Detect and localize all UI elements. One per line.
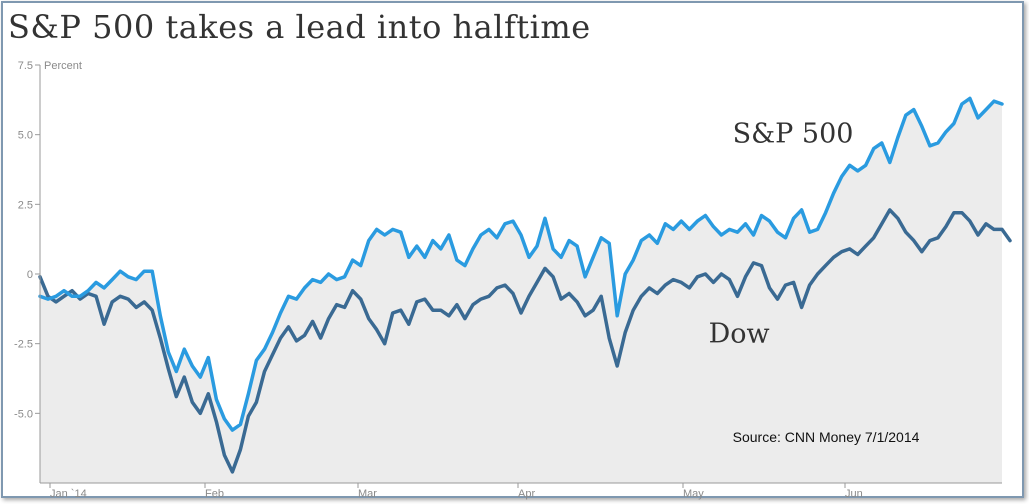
series-line-dow — [38, 208, 1012, 474]
series-line-s-p-500 — [38, 96, 1004, 432]
y-tick-label: -2.5 — [14, 339, 33, 351]
chart-title: S&P 500 takes a lead into halftime — [8, 8, 591, 46]
x-tick-label: Jun — [845, 488, 863, 500]
x-tick-label: May — [683, 488, 704, 500]
source-note: Source: CNN Money 7/1/2014 — [733, 429, 920, 445]
y-tick-label: 0 — [27, 269, 33, 281]
y-tick-label: 5.0 — [18, 130, 33, 142]
y-axis-label: Percent — [44, 60, 82, 72]
y-tick-label: -5.0 — [14, 408, 33, 420]
dow-series-label: Dow — [709, 319, 770, 350]
x-tick-label: Jan `14 — [50, 488, 87, 500]
area-fill — [40, 98, 1002, 484]
y-tick-label: 7.5 — [18, 60, 33, 72]
x-tick-label: Apr — [518, 488, 535, 500]
sp500-series-label: S&P 500 — [733, 119, 854, 150]
x-tick-label: Mar — [358, 488, 377, 500]
y-tick-label: 2.5 — [18, 199, 33, 211]
x-tick-label: Feb — [205, 488, 224, 500]
